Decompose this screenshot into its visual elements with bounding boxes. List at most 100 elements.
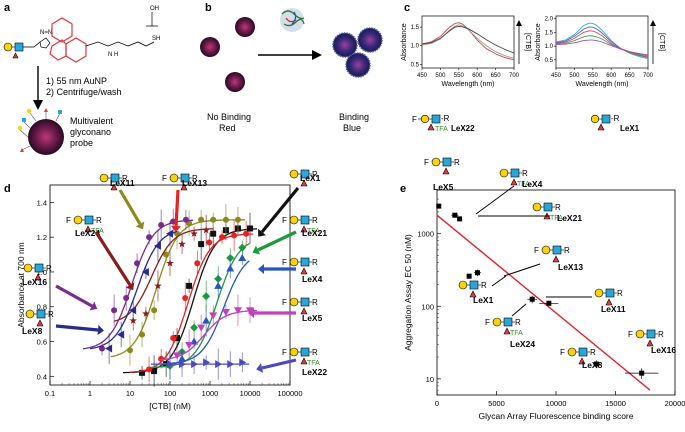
y-axis-label: Absorbance: [401, 23, 408, 60]
r-label: R: [312, 170, 318, 179]
y-tick-label: 0.6: [37, 338, 47, 347]
data-point: [233, 307, 242, 315]
spectrum-line: [555, 35, 649, 57]
triazole-label: N=N: [40, 30, 52, 36]
ctb-protein-icon: [280, 8, 305, 32]
data-point: [222, 216, 229, 223]
oh-label: OH: [150, 6, 159, 12]
data-point: [173, 352, 182, 360]
plot-frame: [421, 15, 515, 69]
y-tick-label: 100: [421, 302, 434, 311]
label-arrow: [118, 189, 142, 225]
fucose-icon: [300, 179, 308, 187]
series-label: LeX1: [300, 173, 321, 183]
x-tick-label: 100000: [277, 389, 302, 398]
r-label: R: [555, 203, 561, 212]
r-label: R: [312, 298, 318, 307]
fit-line: [436, 214, 651, 391]
data-point: [182, 295, 189, 302]
probe-text-1: Multivalent: [70, 116, 114, 126]
fluoro-label: F: [282, 348, 287, 357]
data-point: [239, 358, 247, 367]
label-arrow: [257, 230, 297, 252]
data-point: [466, 273, 472, 279]
glcnac-icon: [300, 347, 310, 357]
y-tick-label: 2.0: [545, 17, 554, 23]
galactose-icon: [289, 215, 299, 225]
data-point: [163, 251, 170, 258]
label-arrow-head: [258, 264, 264, 274]
amide-label: N H: [108, 52, 118, 58]
fucose-icon: [34, 273, 42, 281]
glcnac-icon: [34, 263, 44, 273]
data-point: [546, 300, 552, 306]
series-lex13: [129, 219, 254, 383]
point-label-group: F R LeX13: [503, 245, 583, 277]
r-label: R: [658, 330, 664, 339]
data-point: [215, 360, 223, 369]
y-tick-label: 1.0: [37, 268, 47, 277]
galactose-icon: [289, 347, 299, 357]
label-arrow: [55, 284, 93, 308]
galactose-icon: [635, 329, 645, 339]
series-label: LeX22: [302, 367, 327, 377]
panel-c-letter: c: [404, 2, 410, 14]
data-point: [221, 308, 230, 316]
data-point: [127, 347, 133, 354]
glcnac-icon: [543, 202, 553, 212]
data-point: [186, 282, 193, 289]
galactose-icon: [23, 263, 33, 273]
leader-line: [491, 275, 507, 287]
data-point: [139, 369, 146, 376]
probe-text-2: glyconano: [70, 127, 111, 137]
data-point: [134, 260, 141, 267]
fluoro-label: F: [66, 216, 71, 225]
glcnac-icon: [300, 297, 310, 307]
series-lex8: [89, 220, 178, 365]
data-point: [191, 360, 199, 369]
series-label-group: R LeX16: [22, 263, 98, 311]
y-axis-label: Absorbance at 700 nm: [16, 242, 26, 328]
data-point: [474, 270, 480, 276]
r-label: R: [122, 174, 128, 183]
x-tick-label: 450: [551, 73, 562, 79]
x-tick-label: 500: [435, 73, 446, 79]
panel-a: a N=N OH SH N H 1) 55 nm AuNP 2) Centrif…: [3, 2, 160, 155]
y-tick-label: 0.4: [37, 372, 47, 381]
y-tick-label: 1.5: [411, 25, 420, 31]
glycan-lex22-icon: F -R TFA: [412, 114, 450, 133]
leader-line: [475, 185, 515, 215]
nanoparticle-red-icon: [235, 17, 255, 37]
glcnac-icon: [646, 329, 656, 339]
lex1-name: LeX1: [620, 124, 640, 133]
data-point: [206, 239, 213, 246]
data-point: [190, 323, 199, 332]
glcnac-icon: [469, 280, 479, 290]
label-arrow-head: [89, 301, 98, 311]
panel-d: d 0.1 1 10 100 1000 10000 100000 0.4 0.6 0.8 1.0 1.…: [4, 169, 327, 411]
data-point: [182, 216, 189, 223]
x-tick-label: 10: [126, 389, 134, 398]
data-point: [146, 234, 153, 241]
blue-text: Blue: [343, 123, 361, 133]
data-point: [219, 234, 226, 241]
r-label: R: [481, 281, 487, 290]
galactose-icon: [73, 215, 83, 225]
point-label: LeX4: [522, 179, 543, 189]
data-point: [457, 216, 463, 222]
x-tick-label: 100: [164, 389, 177, 398]
series-label: LeX21: [302, 228, 327, 238]
glcnac-icon: [442, 157, 452, 167]
galactose-icon: [25, 309, 35, 319]
y-tick-label: 1.4: [37, 198, 47, 207]
glycan-lex1-icon: -R: [590, 114, 620, 131]
leader-line: [503, 263, 541, 277]
fucose-icon: [552, 255, 560, 263]
galactose-icon: [431, 157, 441, 167]
data-point: [129, 306, 137, 315]
